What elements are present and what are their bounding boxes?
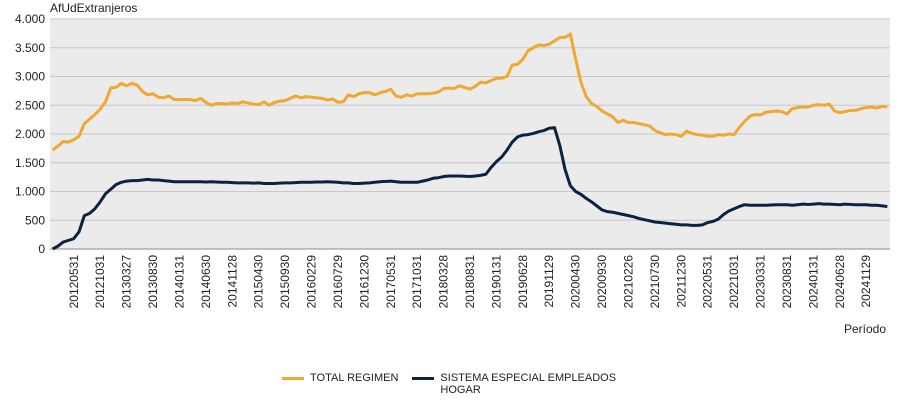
x-tick-label: 20160729 <box>331 255 345 309</box>
legend-swatch <box>282 377 304 380</box>
x-tick-label: 20230331 <box>754 255 768 309</box>
x-tick-label: 20120531 <box>67 255 81 309</box>
x-tick-label: 20130830 <box>146 255 160 309</box>
x-tick-label: 20241129 <box>859 255 873 308</box>
x-tick-label: 20140630 <box>199 255 213 309</box>
x-tick-label: 20210226 <box>621 255 635 309</box>
x-tick-label: 20130327 <box>120 255 134 309</box>
x-tick-label: 20171031 <box>410 255 424 309</box>
series-line <box>51 126 888 251</box>
x-tick-label: 20150430 <box>252 255 266 309</box>
x-tick-label: 20220531 <box>701 255 715 309</box>
legend-swatch <box>412 377 435 380</box>
x-tick-label: 20160229 <box>305 255 319 309</box>
y-tick-label: 3.500 <box>15 41 45 55</box>
x-axis-title: Período <box>844 322 886 336</box>
x-tick-label: 20230831 <box>780 255 794 309</box>
legend-item: TOTAL REGIMEN <box>282 372 398 396</box>
x-tick-label: 20140131 <box>172 255 186 309</box>
y-tick-label: 4.000 <box>15 12 45 26</box>
y-tick-label: 0 <box>38 242 45 256</box>
y-tick-label: 3.000 <box>15 70 45 84</box>
x-tick-label: 20180831 <box>463 255 477 309</box>
x-tick-label: 20221031 <box>727 255 741 309</box>
x-tick-label: 20141128 <box>225 255 239 308</box>
y-tick-label: 1.000 <box>15 185 45 199</box>
y-axis-title: AfUdExtranjeros <box>50 1 137 15</box>
y-tick-label: 2.000 <box>15 127 45 141</box>
x-tick-label: 20180328 <box>437 255 451 309</box>
x-tick-label: 20240628 <box>833 255 847 309</box>
x-tick-label: 20200930 <box>595 255 609 309</box>
x-tick-label: 20170531 <box>384 255 398 309</box>
legend-label: SISTEMA ESPECIAL EMPLEADOS HOGAR <box>440 372 617 396</box>
x-tick-label: 20210730 <box>648 255 662 309</box>
legend: TOTAL REGIMEN SISTEMA ESPECIAL EMPLEADOS … <box>282 372 640 396</box>
y-tick-label: 500 <box>25 213 45 227</box>
x-tick-label: 20191129 <box>542 255 556 308</box>
y-tick-label: 1.500 <box>15 156 45 170</box>
legend-label: TOTAL REGIMEN <box>310 372 399 384</box>
series-line <box>51 32 888 152</box>
x-tick-label: 20211230 <box>674 255 688 308</box>
chart: AfUdExtranjeros Período 0 500 1.000 1.500 2.… <box>15 1 890 336</box>
x-tick-label: 20190131 <box>489 255 503 309</box>
x-tick-label: 20240131 <box>806 255 820 309</box>
x-tick-label: 20161230 <box>357 255 371 309</box>
legend-item: SISTEMA ESPECIAL EMPLEADOS HOGAR <box>412 372 640 396</box>
x-tick-label: 20150930 <box>278 255 292 309</box>
x-tick-label: 20190628 <box>516 255 530 309</box>
x-tick-label: 20121031 <box>93 255 107 309</box>
x-tick-label: 20200430 <box>569 255 583 309</box>
y-tick-label: 2.500 <box>15 98 45 112</box>
